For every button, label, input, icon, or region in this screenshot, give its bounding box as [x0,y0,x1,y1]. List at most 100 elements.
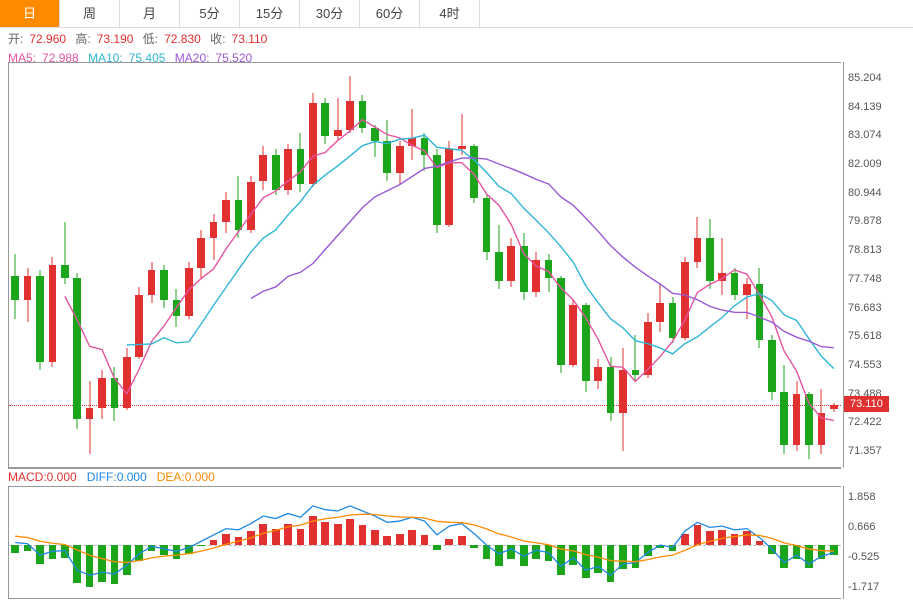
tab-1[interactable]: 周 [60,0,120,27]
candle [408,63,416,467]
candle [86,63,94,467]
macd-bar [359,525,367,545]
candle [259,63,267,467]
macd-bar [483,545,491,559]
tab-0[interactable]: 日 [0,0,60,27]
tab-7[interactable]: 4时 [420,0,480,27]
macd-bar [396,534,404,545]
price-tick: 75.618 [848,330,882,342]
candle [98,63,106,467]
macd-bar [818,545,826,559]
price-tick: 71.357 [848,445,882,457]
macd-bar [86,545,94,587]
candle [582,63,590,467]
tab-3[interactable]: 5分 [180,0,240,27]
macd-bar [445,539,453,545]
chart-root: { "tabs": ["日","周","月","5分","15分","30分",… [0,0,913,603]
macd-bar [706,531,714,545]
candle [445,63,453,467]
price-tick: 79.878 [848,215,882,227]
candle [346,63,354,467]
price-tick: 76.683 [848,302,882,314]
price-tick: 80.944 [848,187,882,199]
macd-bar [11,545,19,553]
macd-bar [408,530,416,545]
candle [284,63,292,467]
macd-bar [756,541,764,545]
candle [569,63,577,467]
price-tick: 83.074 [848,129,882,141]
candle [73,63,81,467]
close-label: 收: [210,32,225,46]
macd-bar [309,516,317,545]
tab-2[interactable]: 月 [120,0,180,27]
macd-bar [284,524,292,545]
candle [805,63,813,467]
candle [49,63,57,467]
macd-bar [532,545,540,559]
candle [321,63,329,467]
macd-bar [830,545,838,555]
macd-bar [98,545,106,582]
macd-bar [36,545,44,564]
candle [669,63,677,467]
high-value: 73.190 [97,32,134,46]
candle [160,63,168,467]
candlestick-plot[interactable] [8,62,841,468]
price-pane: 开:72.960 高:73.190 低:72.830 收:73.110 MA5:… [0,28,913,468]
tab-5[interactable]: 30分 [300,0,360,27]
candle [632,63,640,467]
macd-bar [470,545,478,548]
macd-bar [569,545,577,565]
candle [520,63,528,467]
macd-bar [24,545,32,551]
macd-bar [731,534,739,545]
macd-bar [718,530,726,545]
tab-6[interactable]: 60分 [360,0,420,27]
candle [235,63,243,467]
macd-bar [210,540,218,545]
candle [557,63,565,467]
candle [222,63,230,467]
macd-bar [173,545,181,559]
macd-bar [520,545,528,566]
candle [148,63,156,467]
candle [470,63,478,467]
tab-4[interactable]: 15分 [240,0,300,27]
candle [185,63,193,467]
macd-value: 0.000 [47,470,77,484]
candle [694,63,702,467]
macd-bar [334,524,342,545]
candle [743,63,751,467]
candle [24,63,32,467]
macd-bar [148,545,156,551]
low-value: 72.830 [164,32,201,46]
macd-bar [61,545,69,558]
candle [383,63,391,467]
candle [36,63,44,467]
candle [545,63,553,467]
macd-bar [49,545,57,559]
candle [607,63,615,467]
candle [818,63,826,467]
candle [507,63,515,467]
macd-tick: 0.666 [848,521,876,533]
macd-plot[interactable] [8,486,841,599]
candle [793,63,801,467]
candle [756,63,764,467]
macd-bar [743,531,751,545]
macd-bar [644,545,652,556]
candle [768,63,776,467]
candle [706,63,714,467]
price-tick: 85.204 [848,72,882,84]
candle [594,63,602,467]
macd-bar [346,519,354,545]
candle [830,63,838,467]
macd-bar [421,535,429,545]
macd-bar [222,534,230,545]
macd-bar [507,545,515,559]
macd-pane: MACD:0.000 DIFF:0.000 DEA:0.000 1.8580.6… [0,468,913,603]
candle [297,63,305,467]
candle [359,63,367,467]
macd-bar [681,534,689,545]
